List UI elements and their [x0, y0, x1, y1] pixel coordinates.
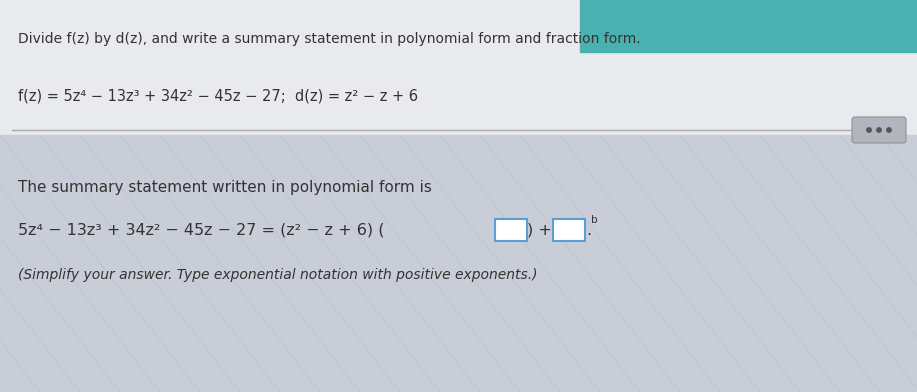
Text: f(z) = 5z⁴ − 13z³ + 34z² − 45z − 27;  d(z) = z² − z + 6: f(z) = 5z⁴ − 13z³ + 34z² − 45z − 27; d(z…: [18, 88, 418, 103]
Bar: [580, 0, 917, 52]
Text: .: .: [586, 223, 591, 238]
FancyBboxPatch shape: [852, 117, 906, 143]
FancyBboxPatch shape: [495, 219, 527, 241]
Circle shape: [887, 128, 891, 132]
FancyBboxPatch shape: [553, 219, 585, 241]
Text: b: b: [591, 215, 598, 225]
Text: Divide f(z) by d(z), and write a summary statement in polynomial form and fracti: Divide f(z) by d(z), and write a summary…: [18, 32, 641, 46]
Bar: [0, 0, 917, 135]
Text: (Simplify your answer. Type exponential notation with positive exponents.): (Simplify your answer. Type exponential …: [18, 268, 537, 282]
Circle shape: [877, 128, 881, 132]
Text: ) +: ) +: [527, 223, 557, 238]
Text: The summary statement written in polynomial form is: The summary statement written in polynom…: [18, 180, 432, 195]
Text: 5z⁴ − 13z³ + 34z² − 45z − 27 = (z² − z + 6) (: 5z⁴ − 13z³ + 34z² − 45z − 27 = (z² − z +…: [18, 223, 384, 238]
Circle shape: [867, 128, 871, 132]
